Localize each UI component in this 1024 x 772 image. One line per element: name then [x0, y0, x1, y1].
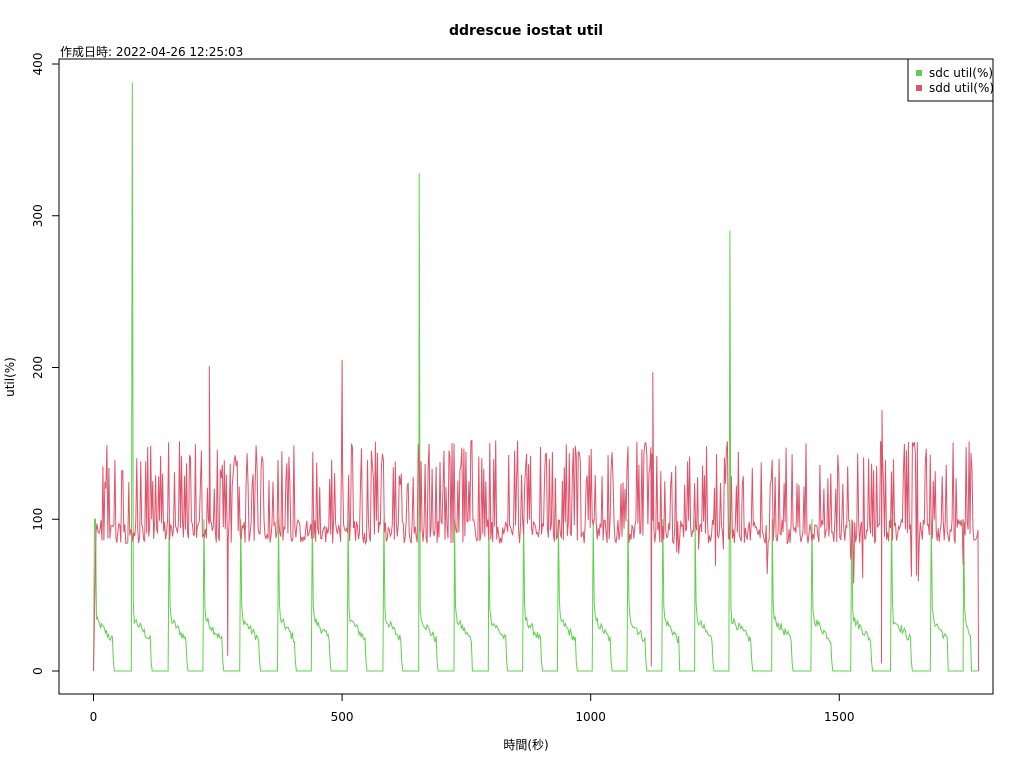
x-tick-label: 1000: [575, 710, 606, 724]
series-line-sdc: [93, 82, 979, 672]
legend-swatch-sdc: [916, 70, 922, 76]
y-tick-label: 100: [31, 508, 45, 531]
series-line-sdd: [93, 359, 979, 672]
chart-title: ddrescue iostat util: [449, 23, 603, 39]
legend-swatch-sdd: [916, 85, 922, 91]
y-tick-label: 0: [31, 667, 45, 675]
legend-box: [907, 58, 994, 102]
legend: sdc util(%) sdd util(%): [907, 58, 994, 102]
y-tick-label: 400: [31, 53, 45, 76]
x-axis-label: 時間(秒): [503, 738, 548, 752]
legend-label-sdc: sdc util(%): [929, 66, 993, 80]
y-tick-label: 200: [31, 356, 45, 379]
x-tick-label: 0: [90, 710, 98, 724]
legend-label-sdd: sdd util(%): [929, 81, 994, 95]
axes-layer: 0 500 1000 1500 0 100 200 300 400: [31, 53, 855, 724]
series-layer: [93, 82, 979, 672]
x-tick-label: 500: [331, 710, 354, 724]
x-tick-label: 1500: [824, 710, 855, 724]
chart-subtitle: 作成日時: 2022-04-26 12:25:03: [60, 45, 243, 59]
y-tick-label: 300: [31, 204, 45, 227]
y-axis-label: util(%): [3, 357, 17, 397]
